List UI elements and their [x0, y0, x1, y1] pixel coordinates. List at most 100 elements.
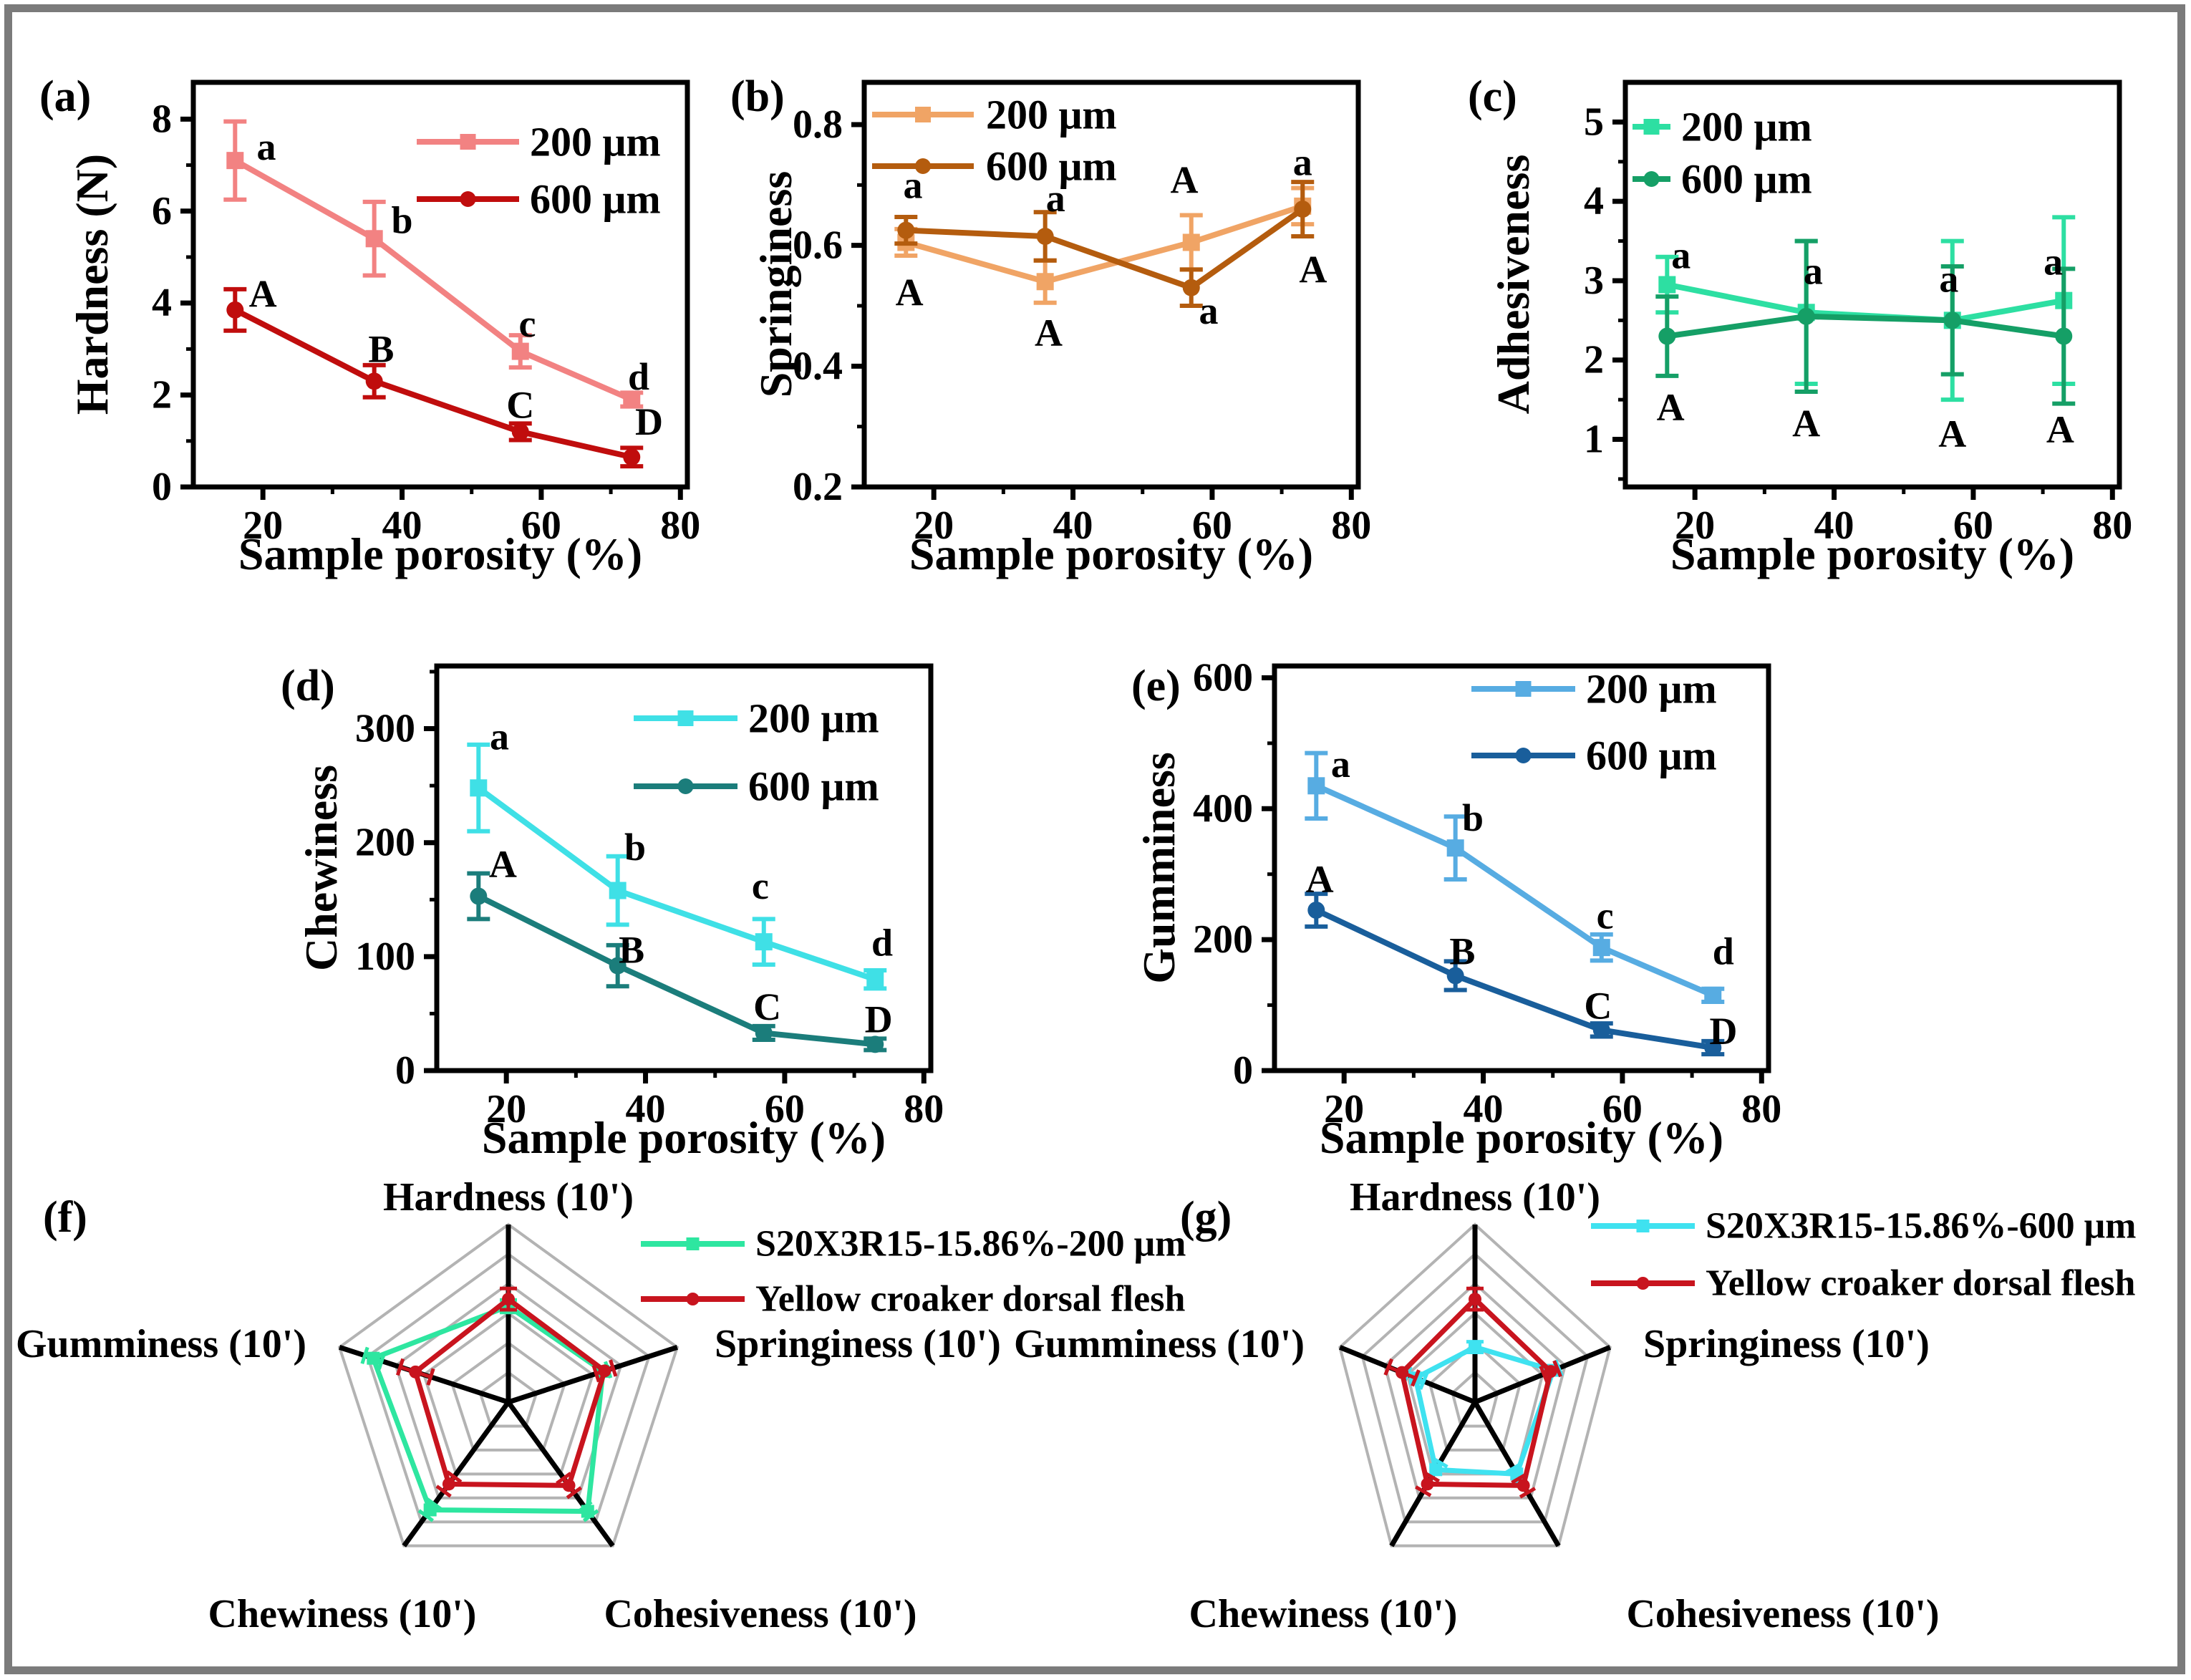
data-point-marker [598, 1364, 611, 1378]
data-point-marker [365, 372, 383, 390]
panel-b: (b) 20 40 60 80 0.2 0.4 0.6 0.8 Sample porosity (… [730, 72, 1371, 579]
panel-letter: (e) [1131, 662, 1181, 710]
y-tick-label: 0.2 [793, 465, 843, 509]
legend-label: 200 μm [748, 695, 879, 742]
radar-series-Yellow-croaker-dorsal-flesh [395, 1286, 618, 1500]
data-point-marker [1396, 1366, 1409, 1379]
y-tick-label: 100 [355, 935, 415, 979]
plot-box [434, 663, 934, 1073]
panel-letter: (d) [281, 662, 335, 710]
error-bar-cap [609, 1359, 618, 1377]
data-point-marker [1943, 312, 1961, 329]
series-line [1315, 783, 1714, 998]
data-point-marker [1636, 1277, 1650, 1290]
plot-box [190, 79, 690, 490]
data-point-marker [1643, 119, 1660, 135]
data-point-marker [609, 882, 627, 899]
y-tick-label: 3 [1584, 259, 1604, 303]
significance-label: d [628, 355, 649, 398]
significance-label: c [1597, 894, 1614, 937]
data-point-marker [470, 887, 488, 905]
y-tick-label: 0.8 [793, 102, 843, 147]
error-bar-cap [426, 1368, 435, 1386]
radar-grid-ring [1338, 1222, 1612, 1548]
radar-series-outline [412, 1296, 607, 1488]
data-point-marker [1036, 228, 1054, 246]
significance-label: A [1035, 312, 1063, 354]
significance-label: A [1657, 386, 1685, 429]
x-tick-label: 40 [626, 1087, 666, 1131]
data-point-marker [1307, 777, 1325, 795]
legend-label: 200 μm [1681, 104, 1812, 150]
data-point-marker [1036, 273, 1054, 291]
series-200-μm [1305, 750, 1725, 1005]
series-line [1666, 313, 2064, 339]
radar-axis-label: Cohesiveness (10') [604, 1592, 916, 1636]
error-bar-cap [395, 1358, 405, 1376]
data-point-marker [409, 1365, 422, 1379]
y-tick-label: 0 [152, 465, 172, 509]
series-600-μm [223, 286, 644, 469]
y-tick-label: 4 [152, 281, 172, 325]
significance-label: b [624, 826, 646, 869]
y-tick-label: 0 [1233, 1048, 1253, 1093]
data-point-marker [562, 1479, 576, 1492]
y-tick-label: 0.6 [793, 223, 843, 268]
legend-label: 200 μm [530, 119, 661, 165]
legend-label: 600 μm [1681, 156, 1812, 203]
significance-label: a [1331, 743, 1350, 786]
significance-label: a [1671, 234, 1691, 277]
data-point-marker [502, 1293, 515, 1306]
radar-grid-ring [394, 1282, 623, 1500]
radar-grid-ring [1360, 1252, 1590, 1524]
significance-label: A [1938, 412, 1966, 455]
x-tick-label: 20 [243, 503, 283, 548]
x-tick-label: 60 [1602, 1087, 1643, 1131]
x-tick-label: 20 [914, 503, 954, 548]
data-point-marker [1658, 327, 1676, 345]
x-axis-label: Sample porosity (%) [909, 528, 1313, 579]
significance-label: c [518, 302, 536, 345]
x-axis-label: Sample porosity (%) [1320, 1112, 1723, 1163]
significance-label: A [489, 843, 517, 886]
data-point-marker [367, 1351, 380, 1365]
y-tick-label: 5 [1584, 100, 1604, 144]
x-tick-label: 40 [1464, 1087, 1504, 1131]
significance-label: B [368, 327, 394, 370]
y-axis-label: Springiness [750, 171, 801, 398]
radar-axis-label: Chewiness (10') [1189, 1592, 1458, 1636]
error-bar-cap [591, 1364, 601, 1383]
legend-label: S20X3R15-15.86%-200 μm [755, 1224, 1186, 1265]
y-axis-label: Gumminess [1133, 752, 1184, 984]
series-line [233, 158, 633, 402]
radar-grid-ring [366, 1252, 651, 1524]
error-bar-cap [556, 1472, 572, 1485]
error-bar-cap [1383, 1358, 1394, 1376]
plot-box [1272, 663, 1771, 1073]
significance-label: A [1299, 248, 1327, 291]
significance-label: A [896, 271, 924, 314]
significance-label: a [1939, 258, 1958, 301]
panel-d: (d) 20 40 60 80 0 100 200 300 Sample porosity (%)… [281, 662, 944, 1163]
data-point-marker [1592, 939, 1610, 957]
plot-box [861, 79, 1361, 490]
radar-spoke-axis [506, 1400, 615, 1548]
data-point-marker [1182, 233, 1200, 251]
significance-label: a [257, 125, 276, 168]
legend-label: 200 μm [1586, 666, 1717, 713]
x-tick-label: 80 [1741, 1087, 1781, 1131]
data-point-marker [1658, 276, 1676, 294]
significance-label: A [1306, 858, 1334, 901]
error-bar-cap [1418, 1372, 1429, 1390]
data-point-marker [1446, 839, 1464, 857]
series-600-μm [467, 871, 887, 1053]
significance-label: C [1584, 984, 1612, 1027]
series-line [906, 206, 1305, 291]
panel-c: (c) 20 40 60 80 1 2 3 4 5 Sample porosity (%) Adhes… [1468, 72, 2132, 579]
significance-label: a [1804, 250, 1823, 293]
radar-spoke-axis [402, 1400, 511, 1548]
significance-label: a [1046, 177, 1065, 220]
series-200-μm [467, 742, 887, 991]
data-point-marker [1294, 201, 1312, 218]
significance-label: B [1449, 930, 1475, 973]
